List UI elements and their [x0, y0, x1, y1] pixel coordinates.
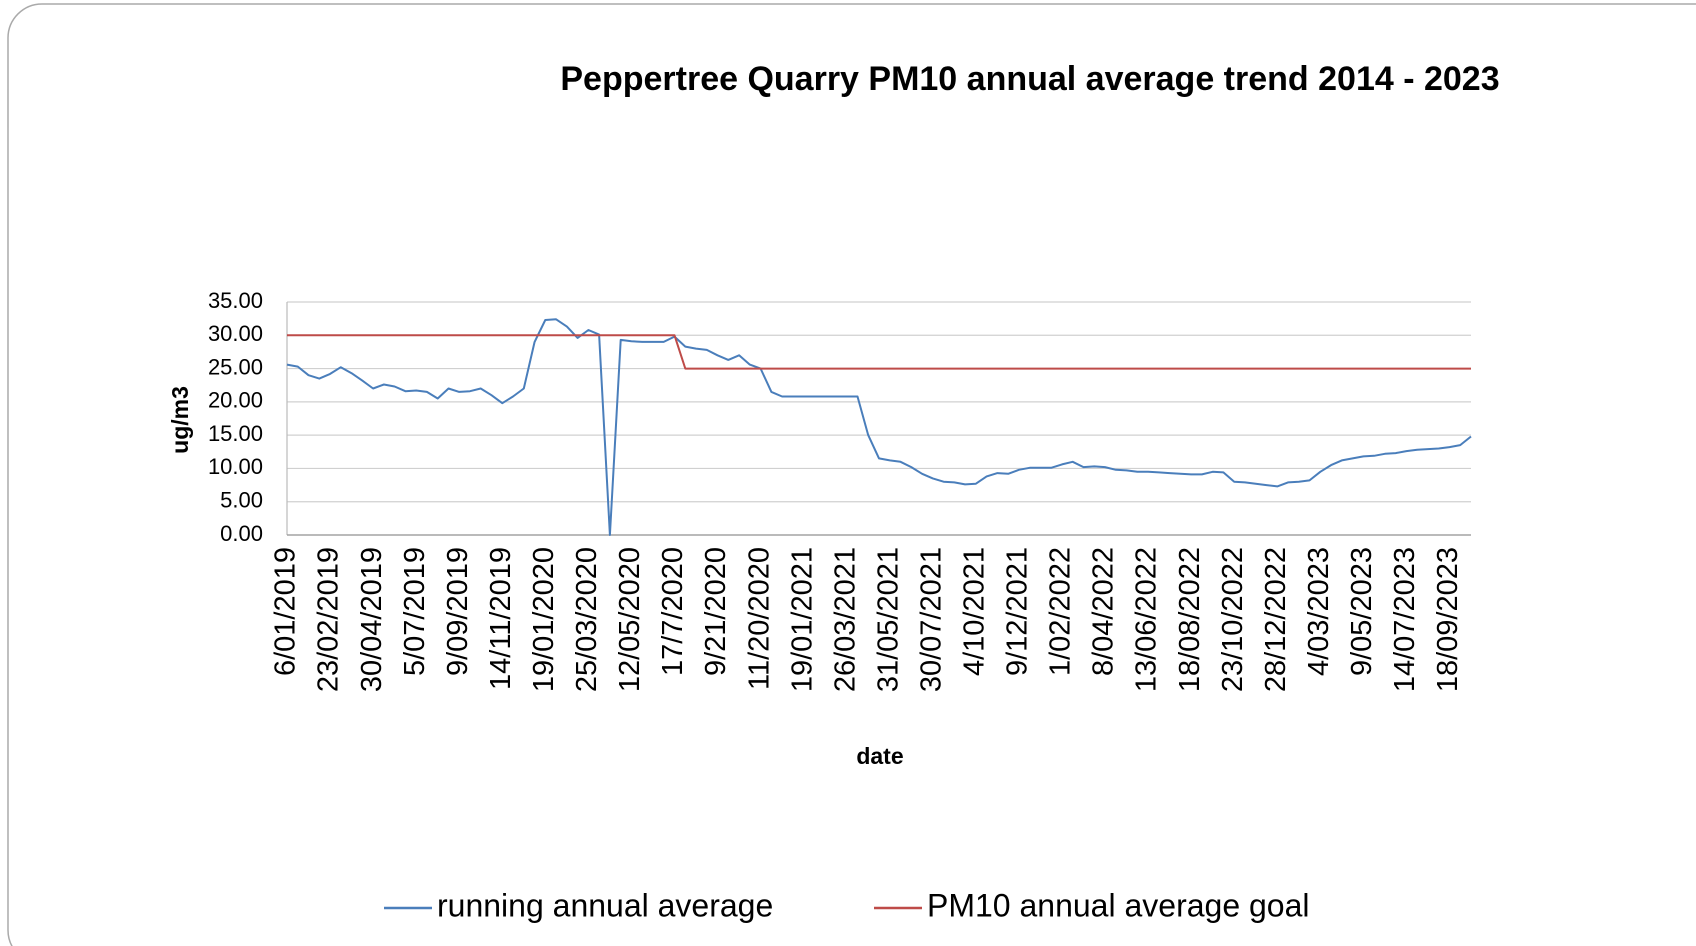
x-tick-label: 12/05/2020 [614, 547, 646, 692]
x-tick-label: 9/21/2020 [700, 547, 732, 676]
x-tick-label: 25/03/2020 [571, 547, 603, 692]
x-tick-label: 18/08/2022 [1174, 547, 1206, 692]
data-line [287, 334, 1471, 370]
y-tick-label: 10.00 [208, 454, 263, 479]
x-tick-label: 28/12/2022 [1260, 547, 1292, 692]
x-tick-label: 8/04/2022 [1088, 547, 1120, 676]
x-tick-label: 9/12/2021 [1002, 547, 1034, 676]
x-tick-label: 19/01/2021 [786, 547, 818, 692]
x-tick-label: 6/01/2019 [270, 547, 302, 676]
x-axis-label: date [856, 743, 903, 769]
y-tick-label: 30.00 [208, 321, 263, 346]
x-tick-label: 30/07/2021 [915, 547, 947, 692]
x-tick-label: 18/09/2023 [1432, 547, 1464, 692]
x-tick-label: 23/10/2022 [1217, 547, 1249, 692]
x-tick-label: 4/10/2021 [959, 547, 991, 676]
x-tick-label: 14/11/2019 [485, 547, 517, 690]
legend-label: running annual average [437, 887, 773, 923]
x-tick-label: 14/07/2023 [1389, 547, 1421, 692]
y-tick-label: 35.00 [208, 288, 263, 313]
y-tick-label: 25.00 [208, 354, 263, 379]
x-tick-label: 30/04/2019 [356, 547, 388, 692]
x-tick-label: 9/09/2019 [442, 547, 474, 676]
x-tick-label: 19/01/2020 [528, 547, 560, 692]
x-tick-label: 17/7/2020 [657, 547, 689, 676]
legend-label: PM10 annual average goal [927, 887, 1310, 923]
x-tick-label: 1/02/2022 [1045, 547, 1077, 676]
x-tick-label: 9/05/2023 [1346, 547, 1378, 676]
x-tick-label: 26/03/2021 [829, 547, 861, 692]
slide-frame [7, 3, 1696, 946]
y-tick-label: 15.00 [208, 421, 263, 446]
x-tick-label: 4/03/2023 [1303, 547, 1335, 676]
x-tick-label: 23/02/2019 [313, 547, 345, 692]
y-tick-label: 0.00 [220, 521, 263, 546]
x-tick-label: 13/06/2022 [1131, 547, 1163, 692]
data-line [286, 318, 1472, 536]
chart-title: Peppertree Quarry PM10 annual average tr… [560, 60, 1499, 98]
y-tick-label: 20.00 [208, 388, 263, 413]
y-axis-label: ug/m3 [167, 386, 193, 454]
x-tick-label: 5/07/2019 [399, 547, 431, 676]
x-tick-label: 11/20/2020 [743, 547, 775, 690]
y-tick-label: 5.00 [220, 488, 263, 513]
x-tick-label: 31/05/2021 [872, 547, 904, 692]
